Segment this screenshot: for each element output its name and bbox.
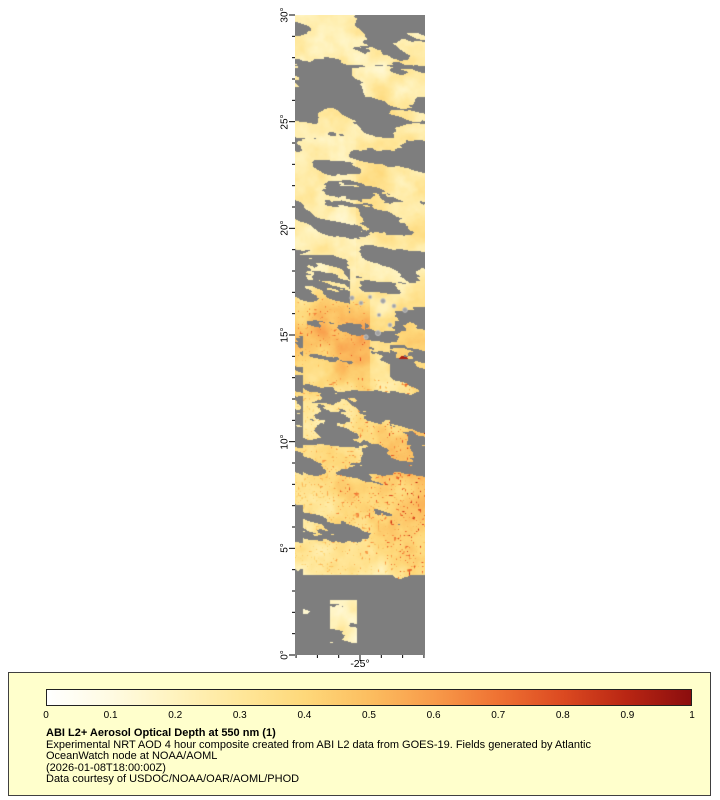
legend-description-line1: Experimental NRT AOD 4 hour composite cr… [46,738,591,751]
y-axis-tick-label: 10° [279,434,291,450]
legend-description-line2: OceanWatch node at NOAA/AOML [46,750,218,763]
colorbar-tick-label: 0.9 [620,710,635,721]
y-axis-tick-label: 0° [279,650,291,660]
legend-timestamp: (2026-01-08T18:00:00Z) [46,761,166,774]
colorbar-tick-label: 0.7 [491,710,506,721]
colorbar-tick-label: 0.4 [297,710,312,721]
y-axis-tick-label: 25° [279,114,291,130]
legend-title: ABI L2+ Aerosol Optical Depth at 550 nm … [46,727,276,739]
colorbar-tick-label: 0.2 [168,710,183,721]
colorbar-tick-label: 0.8 [555,710,570,721]
y-axis-tick-label: 5° [279,543,291,554]
x-axis-tick-label: -25° [350,658,370,670]
y-axis-tick-label: 15° [279,327,291,343]
colorbar-tick-label: 0.6 [426,710,441,721]
colorbar-tick-label: 1 [689,710,695,721]
colorbar-tick-label: 0.1 [103,710,118,721]
legend-box: 0 0.1 0.2 0.3 0.4 0.5 0.6 0.7 0.8 0.9 1 ABI L2+ Ae… [8,672,711,796]
y-axis-tick-label: 30° [279,7,291,23]
colorbar-tick-label: 0.5 [362,710,376,721]
colorbar-tick-label: 0.3 [232,710,247,721]
legend-credit: Data courtesy of USDOC/NOAA/OAR/AOML/PHO… [46,773,300,786]
y-axis-tick-label: 20° [279,220,291,236]
colorbar-tick-label: 0 [43,710,49,721]
colorbar-gradient [46,689,692,706]
aod-map-canvas [295,15,425,655]
legend-text: ABI L2+ Aerosol Optical Depth at 550 nm … [46,727,591,786]
